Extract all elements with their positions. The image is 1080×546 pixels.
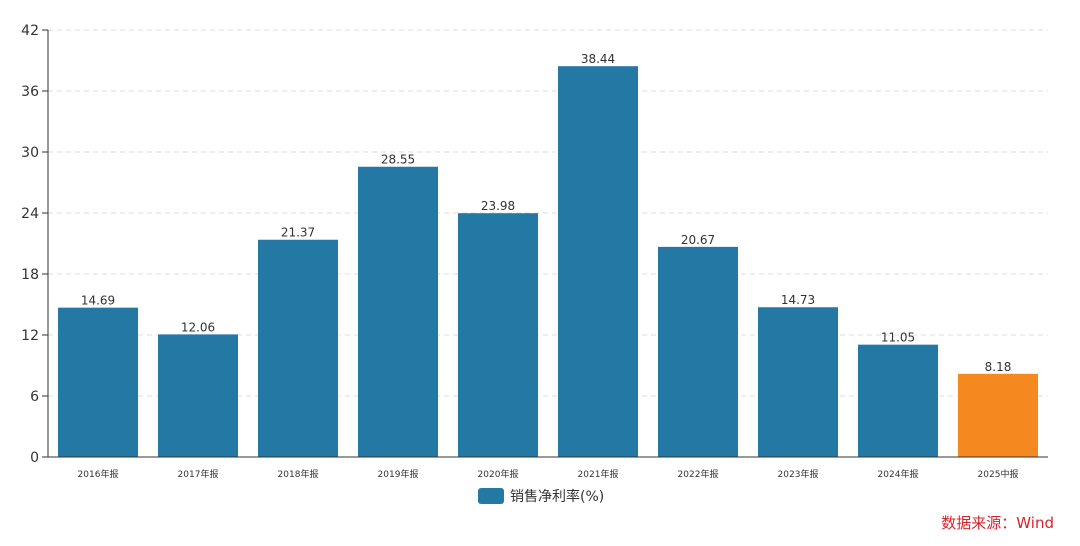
x-tick-label: 2021年报 bbox=[578, 468, 619, 480]
data-label: 23.98 bbox=[481, 199, 515, 213]
bar bbox=[758, 307, 838, 457]
x-tick-label: 2018年报 bbox=[278, 468, 319, 480]
bar bbox=[658, 246, 738, 457]
x-tick-label: 2022年报 bbox=[678, 468, 719, 480]
y-tick-label: 42 bbox=[21, 23, 39, 39]
x-axis: 2016年报 2017年报 2018年报 2019年报 2020年报 2021年报 2022… bbox=[48, 456, 1048, 480]
data-label: 12.06 bbox=[181, 320, 215, 334]
data-label: 20.67 bbox=[681, 233, 715, 247]
data-label: 38.44 bbox=[581, 52, 615, 66]
x-tick-label: 2020年报 bbox=[478, 468, 519, 480]
bars: 14.69 12.06 21.37 28.55 23.98 38.44 20.67 14.73… bbox=[58, 52, 1038, 458]
bar bbox=[858, 344, 938, 457]
x-tick-label: 2024年报 bbox=[878, 468, 919, 480]
x-tick-label: 2025中报 bbox=[978, 468, 1019, 480]
x-tick-label: 2019年报 bbox=[378, 468, 419, 480]
legend-label: 销售净利率(%) bbox=[510, 489, 605, 505]
y-tick-label: 30 bbox=[21, 145, 39, 161]
legend-swatch bbox=[478, 488, 504, 504]
legend[interactable]: 销售净利率(%) bbox=[478, 485, 604, 507]
bar bbox=[258, 239, 338, 457]
x-tick-label: 2023年报 bbox=[778, 468, 819, 480]
data-label: 14.69 bbox=[81, 294, 115, 308]
y-tick-label: 0 bbox=[30, 450, 39, 466]
y-tick-label: 6 bbox=[30, 389, 39, 405]
bar bbox=[558, 66, 638, 458]
y-tick-label: 24 bbox=[21, 206, 39, 222]
bar bbox=[358, 166, 438, 457]
data-label: 14.73 bbox=[781, 293, 815, 307]
data-label: 21.37 bbox=[281, 226, 315, 240]
data-label: 11.05 bbox=[881, 331, 915, 345]
y-axis: 0 6 12 18 24 30 36 42 bbox=[21, 23, 49, 466]
x-tick-label: 2017年报 bbox=[178, 468, 219, 480]
bar bbox=[158, 334, 238, 457]
data-label: 8.18 bbox=[985, 360, 1012, 374]
y-tick-label: 12 bbox=[21, 328, 39, 344]
bar bbox=[958, 373, 1038, 457]
bar bbox=[58, 307, 138, 457]
bar bbox=[458, 213, 538, 457]
y-tick-label: 36 bbox=[21, 84, 39, 100]
data-source: 数据来源：Wind bbox=[941, 514, 1054, 532]
y-tick-label: 18 bbox=[21, 267, 39, 283]
data-label: 28.55 bbox=[381, 153, 415, 167]
x-tick-label: 2016年报 bbox=[78, 468, 119, 480]
